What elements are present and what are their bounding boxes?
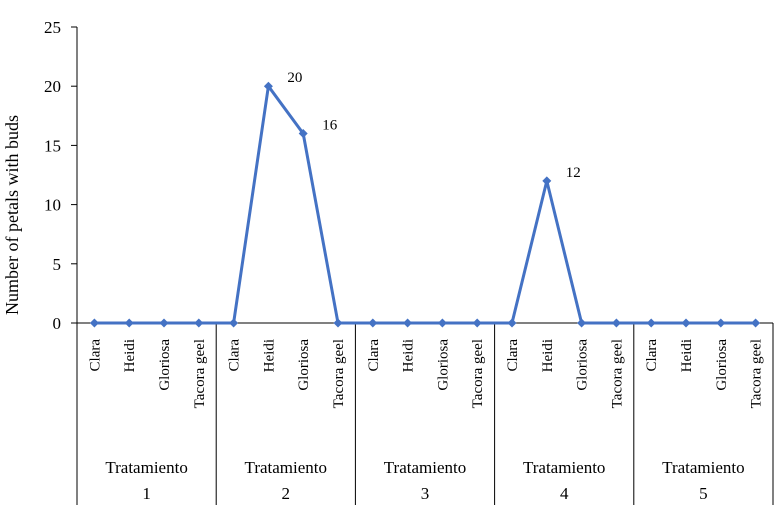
group-number-label: 4 (560, 484, 569, 503)
x-tick-label: Gloriosa (157, 339, 173, 391)
data-point (368, 318, 378, 328)
data-point (472, 318, 482, 328)
x-tick-label: Tacora geel (609, 339, 625, 408)
data-point (646, 318, 656, 328)
group-label: Tratamiento (384, 458, 466, 477)
group-number-label: 2 (282, 484, 291, 503)
data-point (751, 318, 761, 328)
data-point (681, 318, 691, 328)
y-tick-label: 5 (53, 255, 62, 274)
group-number-label: 3 (421, 484, 430, 503)
data-point (611, 318, 621, 328)
x-tick-label: Tacora geel (331, 339, 347, 408)
data-point (542, 176, 552, 186)
x-tick-label: Clara (366, 339, 382, 372)
x-tick-label: Clara (644, 339, 660, 372)
x-tick-label: Gloriosa (575, 339, 591, 391)
x-tick-label: Tacora geel (749, 339, 765, 408)
data-point (333, 318, 343, 328)
x-tick-label: Clara (505, 339, 521, 372)
x-tick-label: Heidi (401, 339, 417, 372)
x-tick-label: Heidi (679, 339, 695, 372)
group-number-label: 5 (699, 484, 708, 503)
group-number-label: 1 (142, 484, 151, 503)
data-point (263, 81, 273, 91)
x-tick-label: Heidi (261, 339, 277, 372)
y-tick-label: 25 (44, 18, 61, 37)
x-tick-label: Tacora geel (470, 339, 486, 408)
group-label: Tratamiento (662, 458, 744, 477)
series-line (94, 84, 756, 325)
group-label: Tratamiento (523, 458, 605, 477)
x-tick-label: Clara (87, 339, 103, 372)
series-marks (89, 81, 761, 328)
x-tick-label: Clara (227, 339, 243, 372)
data-point (403, 318, 413, 328)
data-point (716, 318, 726, 328)
data-label: 20 (287, 70, 302, 86)
data-point (437, 318, 447, 328)
data-point (124, 318, 134, 328)
x-tick-label: Tacora geel (192, 339, 208, 408)
data-label: 12 (566, 165, 581, 181)
y-tick-label: 20 (44, 77, 61, 96)
x-tick-label: Gloriosa (296, 339, 312, 391)
group-label: Tratamiento (105, 458, 187, 477)
x-tick-label: Gloriosa (714, 339, 730, 391)
x-tick-label: Gloriosa (435, 339, 451, 391)
x-tick-label: Heidi (122, 339, 138, 372)
y-tick-label: 10 (44, 196, 61, 215)
data-point (159, 318, 169, 328)
data-point (507, 318, 517, 328)
data-point (194, 318, 204, 328)
y-tick-label: 15 (44, 136, 61, 155)
data-point (577, 318, 587, 328)
y-tick-label: 0 (53, 314, 62, 333)
data-label: 16 (322, 118, 338, 134)
data-point (298, 129, 308, 139)
axes (71, 26, 774, 505)
y-axis-label: Number of petals with buds (2, 115, 22, 315)
group-label: Tratamiento (245, 458, 327, 477)
data-point (229, 318, 239, 328)
x-tick-label: Heidi (540, 339, 556, 372)
data-point (89, 318, 99, 328)
